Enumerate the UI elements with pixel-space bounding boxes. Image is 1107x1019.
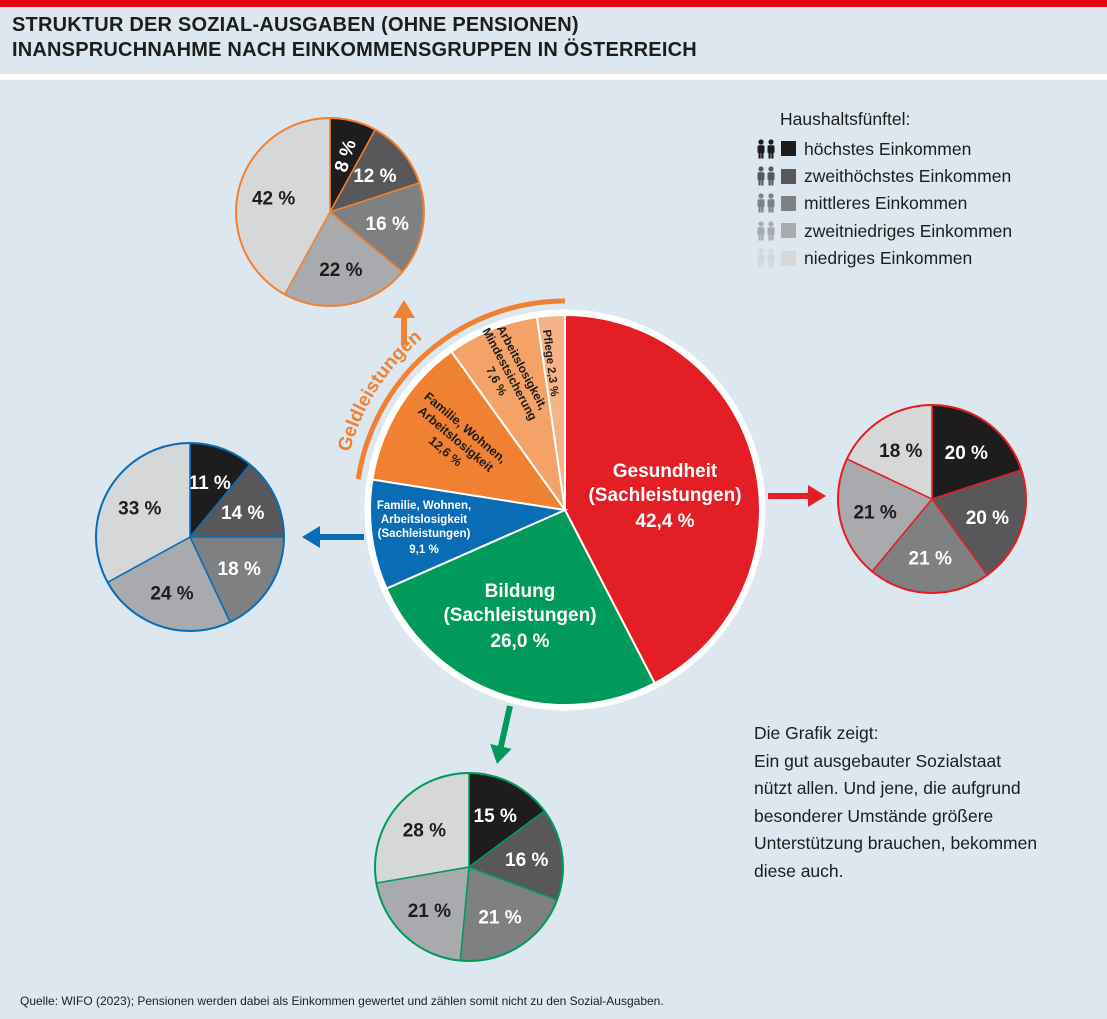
pie-bildung-value-label: 21 % xyxy=(408,901,451,922)
pie-gesundheit-value-label: 21 % xyxy=(909,548,952,569)
label-familie-sachleistungen: Familie, Wohnen, Arbeitslosigkeit (Sachlei… xyxy=(377,500,471,556)
legend-swatch xyxy=(781,141,796,157)
people-icon-glyph xyxy=(757,221,775,241)
title-line-2: INANSPRUCHNAHME NACH EINKOMMENSGRUPPEN I… xyxy=(12,39,697,61)
legend-swatch xyxy=(781,250,796,266)
info-line: Ein gut ausgebauter Sozialstaat xyxy=(754,750,1002,771)
arrow-gesundheit-head xyxy=(808,485,826,507)
legend: Haushaltsfünftel: höchstes Einkommen zwei… xyxy=(755,108,1085,272)
people-icon-glyph xyxy=(757,139,775,159)
pie-familie-sachleistungen-value-label: 24 % xyxy=(150,583,193,604)
info-line: besonderer Umstände größere xyxy=(754,805,994,826)
legend-item: niedriges Einkommen xyxy=(755,245,1085,272)
label-bildung-value: 26,0 % xyxy=(490,631,549,652)
people-icon xyxy=(755,166,777,186)
arrow-bildung-head xyxy=(490,744,512,764)
legend-item: zweithöchstes Einkommen xyxy=(755,162,1085,189)
label-pflege: Pflege 2,3 % xyxy=(540,329,560,397)
people-icon-glyph xyxy=(757,166,775,186)
main-pie-outline xyxy=(364,309,766,711)
pie-bildung-value-label: 15 % xyxy=(474,806,517,827)
pie-geldleistungen-value-label: 42 % xyxy=(252,189,295,210)
pie-gesundheit-value-label: 18 % xyxy=(879,441,922,462)
label-familie-sachleistungen-line: Familie, Wohnen, xyxy=(377,500,471,512)
info-text: Die Grafik zeigt: Ein gut ausgebauter So… xyxy=(754,720,1094,885)
pie-charts: 8 %12 %16 %22 %42 %20 %20 %21 %21 %18 %1… xyxy=(95,117,1027,962)
pie-familie-sachleistungen-value-label: 14 % xyxy=(221,503,264,524)
label-familie-sachleistungen-line: (Sachleistungen) xyxy=(378,528,471,540)
people-icon xyxy=(755,193,777,213)
info-line: Unterstützung brauchen, bekommen xyxy=(754,833,1038,853)
pie-familie-sachleistungen-value-label: 33 % xyxy=(118,498,161,519)
main-pie-slice xyxy=(535,313,566,511)
label-familie-sachleistungen-line: Arbeitslosigkeit xyxy=(381,514,467,526)
label-gesundheit-line: (Sachleistungen) xyxy=(588,485,741,506)
label-pflege-line: Pflege xyxy=(540,329,557,368)
pie-bildung-outline xyxy=(374,772,564,962)
main-pie-slice xyxy=(369,478,569,590)
label-gesundheit-value: 42,4 % xyxy=(635,511,694,532)
pie-bildung-value-label: 28 % xyxy=(403,821,446,842)
legend-item: mittleres Einkommen xyxy=(755,190,1085,217)
main-pie-slice xyxy=(449,315,566,511)
arrow-bildung-shaft xyxy=(498,705,513,748)
pie-bildung-value-label: 21 % xyxy=(478,907,521,928)
legend-label: mittleres Einkommen xyxy=(804,193,968,214)
legend-swatch xyxy=(781,223,796,239)
main-pie-slice xyxy=(564,313,761,685)
arrow-geldleistungen-head xyxy=(393,300,415,318)
label-pflege-value: 2,3 % xyxy=(545,367,560,398)
pie-gesundheit-outline xyxy=(837,404,1027,594)
title-line-1: STRUKTUR DER SOZIAL-AUSGABEN (OHNE PENSI… xyxy=(12,14,579,36)
label-bildung-line: Bildung xyxy=(485,581,556,602)
main-pie-slice xyxy=(371,350,568,512)
people-icon-glyph xyxy=(757,248,775,268)
pie-geldleistungen-value-label: 12 % xyxy=(353,166,396,187)
pie-geldleistungen-value-label: 22 % xyxy=(319,260,362,281)
label-familie-sachleistungen-value: 9,1 % xyxy=(409,544,438,556)
info-line: Die Grafik zeigt: xyxy=(754,723,879,743)
legend-title: Haushaltsfünftel: xyxy=(780,109,911,129)
pie-geldleistungen-outline xyxy=(235,117,425,307)
label-bildung-line: (Sachleistungen) xyxy=(443,605,596,626)
legend-label: zweithöchstes Einkommen xyxy=(804,166,1012,187)
geldleistungen-arc xyxy=(355,298,566,480)
label-bildung: Bildung (Sachleistungen) 26,0 % xyxy=(443,581,596,652)
source-note: Quelle: WIFO (2023); Pensionen werden da… xyxy=(20,994,664,1008)
label-gesundheit: Gesundheit (Sachleistungen) 42,4 % xyxy=(588,461,741,532)
pie-bildung-value-label: 16 % xyxy=(505,850,548,871)
pie-familie-sachleistungen-value-label: 11 % xyxy=(189,473,231,494)
main-pie-slice xyxy=(385,508,656,706)
top-accent-bar xyxy=(0,0,1107,7)
pie-familie-sachleistungen-value-label: 18 % xyxy=(218,559,261,580)
pie-gesundheit-value-label: 21 % xyxy=(853,503,896,524)
legend-swatch xyxy=(781,168,796,184)
legend-label: zweitniedriges Einkommen xyxy=(804,220,1013,241)
info-line: nützt allen. Und jene, die aufgrund xyxy=(754,778,1021,798)
people-icon-glyph xyxy=(757,193,775,213)
legend-item: höchstes Einkommen xyxy=(755,135,1085,162)
pie-familie-sachleistungen-outline xyxy=(95,442,285,632)
legend-swatch xyxy=(781,195,796,211)
pie-gesundheit-value-label: 20 % xyxy=(945,443,988,464)
info-line: diese auch. xyxy=(754,860,844,881)
pie-gesundheit-value-label: 20 % xyxy=(966,508,1009,529)
arrow-familie-sachleistungen-head xyxy=(302,526,320,548)
people-icon xyxy=(755,221,777,241)
legend-label: höchstes Einkommen xyxy=(804,138,972,159)
people-icon xyxy=(755,139,777,159)
legend-item: zweitniedriges Einkommen xyxy=(755,217,1085,244)
title-divider xyxy=(0,74,1107,80)
legend-label: niedriges Einkommen xyxy=(804,248,973,269)
chart-title: STRUKTUR DER SOZIAL-AUSGABEN (OHNE PENSI… xyxy=(12,13,1102,63)
people-icon xyxy=(755,248,777,268)
label-gesundheit-line: Gesundheit xyxy=(613,461,718,482)
pie-geldleistungen-value-label: 16 % xyxy=(366,214,409,235)
